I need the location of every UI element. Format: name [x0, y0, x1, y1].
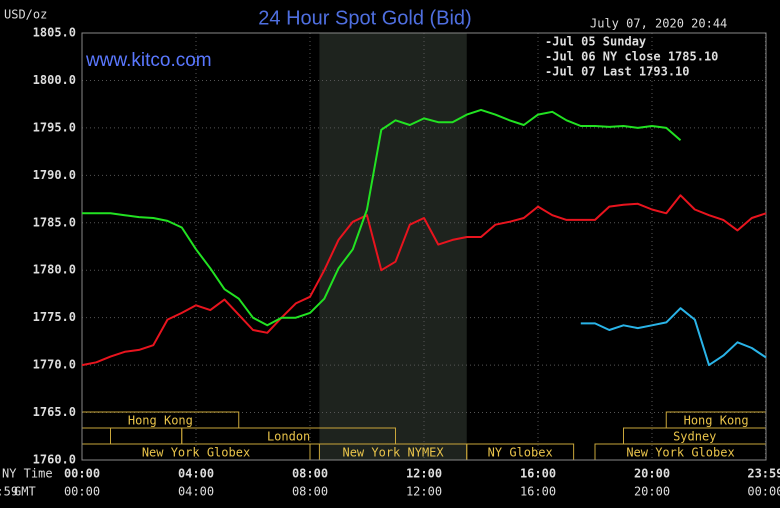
y-tick-label: 1790.0 — [33, 168, 76, 182]
legend-entry: -Jul 05 Sunday — [545, 35, 646, 49]
y-tick-label: 1780.0 — [33, 263, 76, 277]
x-tick-label: 04:00 — [178, 467, 214, 481]
timestamp: July 07, 2020 20:44 — [590, 17, 727, 31]
gmt-label: 04:00 — [178, 485, 214, 499]
session-label: Sydney — [673, 430, 716, 444]
x-row-label: NY Time — [2, 467, 53, 481]
plot-frame — [81, 32, 767, 461]
x-tick-label: 23:59 — [747, 467, 780, 481]
session-label: London — [267, 430, 310, 444]
y-tick-label: 1800.0 — [33, 73, 76, 87]
x-tick-label: 20:00 — [634, 467, 670, 481]
x-tick-label: 12:00 — [406, 467, 442, 481]
y-tick-label: 1765.0 — [33, 405, 76, 419]
gmt-label: 12:00 — [406, 485, 442, 499]
y-tick-label: 1760.0 — [33, 453, 76, 467]
session-label: Hong Kong — [128, 414, 193, 428]
x-tick-label: 16:00 — [520, 467, 556, 481]
session-label: Hong Kong — [684, 414, 749, 428]
y-tick-label: 1805.0 — [33, 26, 76, 40]
series-line — [82, 108, 682, 327]
y-axis-label: USD/oz — [4, 8, 47, 22]
y-tick-label: 1785.0 — [33, 215, 76, 229]
gmt-label: 03:59 — [0, 485, 18, 499]
chart-title: 24 Hour Spot Gold (Bid) — [258, 7, 471, 29]
watermark: www.kitco.com — [85, 50, 212, 71]
session-label: NY Globex — [488, 446, 553, 460]
legend-entry: -Jul 06 NY close 1785.10 — [545, 50, 718, 64]
x-row-label: GMT — [14, 485, 36, 499]
session-label: New York Globex — [142, 446, 250, 460]
y-tick-label: 1770.0 — [33, 358, 76, 372]
shaded-region — [319, 33, 467, 460]
gmt-label: 00:00 — [64, 485, 100, 499]
session-label: New York NYMEX — [342, 446, 444, 460]
x-tick-label: 08:00 — [292, 467, 328, 481]
gmt-label: 16:00 — [520, 485, 556, 499]
y-tick-label: 1775.0 — [33, 310, 76, 324]
session-label: New York Globex — [626, 446, 734, 460]
legend-entry: -Jul 07 Last 1793.10 — [545, 65, 690, 79]
gmt-label: 08:00 — [292, 485, 328, 499]
series-line — [580, 307, 767, 367]
x-tick-label: 00:00 — [64, 467, 100, 481]
y-tick-label: 1795.0 — [33, 120, 76, 134]
gmt-label: 00:00 — [747, 485, 780, 499]
series-line — [81, 194, 767, 367]
gmt-label: 20:00 — [634, 485, 670, 499]
